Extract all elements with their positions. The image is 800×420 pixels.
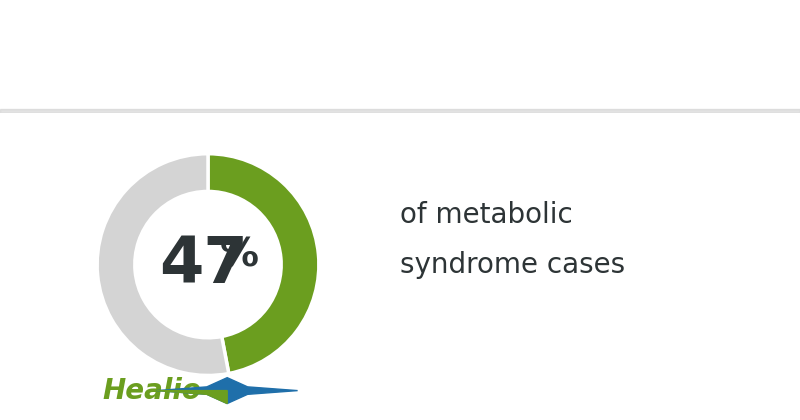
Text: Improvement in net benefit linked to PsyMetRiC: Improvement in net benefit linked to Psy… [109,26,691,46]
Text: was equivalent to detecting an additional:: was equivalent to detecting an additiona… [143,73,657,93]
Text: Healio: Healio [102,377,202,404]
Polygon shape [157,391,227,404]
Text: syndrome cases: syndrome cases [400,252,625,279]
Text: of metabolic: of metabolic [400,201,573,229]
Text: 47: 47 [159,234,248,296]
Text: %: % [219,237,258,275]
Wedge shape [97,154,229,375]
Wedge shape [208,154,319,373]
Bar [0,109,800,113]
Polygon shape [157,378,298,404]
